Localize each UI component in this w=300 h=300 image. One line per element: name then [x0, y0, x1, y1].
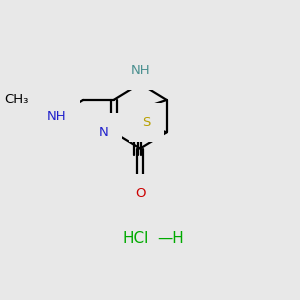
Text: —H: —H	[157, 231, 184, 246]
Text: S: S	[142, 116, 151, 129]
Text: CH₃: CH₃	[4, 93, 29, 106]
Text: NH: NH	[47, 110, 66, 123]
Text: HCl: HCl	[123, 231, 149, 246]
Text: N: N	[99, 126, 109, 139]
Text: NH: NH	[130, 64, 150, 77]
Text: O: O	[135, 187, 146, 200]
